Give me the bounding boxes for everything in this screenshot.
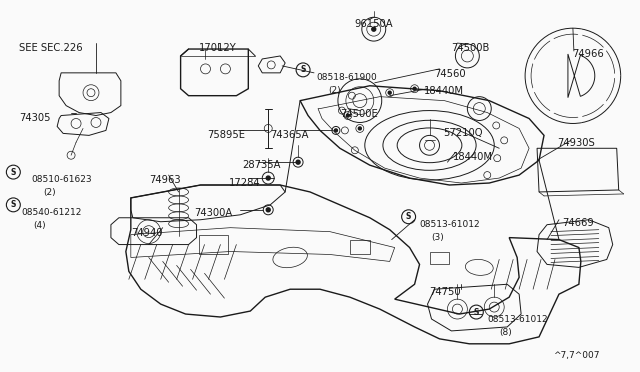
Text: SEE SEC.226: SEE SEC.226: [19, 43, 83, 53]
Text: S: S: [300, 65, 306, 74]
Wedge shape: [528, 87, 536, 92]
Text: 74963: 74963: [148, 175, 180, 185]
Text: ^7,7^007: ^7,7^007: [553, 351, 600, 360]
Text: 96150A: 96150A: [355, 19, 394, 29]
Text: 57210Q: 57210Q: [444, 128, 483, 138]
Text: 08510-61623: 08510-61623: [31, 175, 92, 184]
Text: 74930S: 74930S: [557, 138, 595, 148]
Wedge shape: [528, 60, 536, 65]
Text: 08518-61900: 08518-61900: [316, 73, 377, 82]
Circle shape: [388, 91, 391, 94]
Text: 08513-61012: 08513-61012: [487, 315, 548, 324]
Text: 74365A: 74365A: [270, 131, 308, 140]
Text: S: S: [406, 212, 412, 221]
Text: 74500E: 74500E: [340, 109, 378, 119]
Text: 74750: 74750: [429, 287, 461, 297]
Circle shape: [372, 27, 376, 31]
Text: 17012Y: 17012Y: [198, 43, 236, 53]
Text: 74560: 74560: [435, 69, 466, 79]
Text: (2): (2): [328, 86, 340, 95]
Text: (4): (4): [33, 221, 46, 230]
Text: 74305: 74305: [19, 113, 51, 122]
Text: 74940: 74940: [131, 228, 163, 238]
Text: 74500B: 74500B: [451, 43, 490, 53]
Text: (8): (8): [499, 328, 512, 337]
Text: S: S: [11, 201, 16, 209]
Text: S: S: [11, 168, 16, 177]
Wedge shape: [602, 45, 609, 52]
Text: (2): (2): [44, 188, 56, 197]
Text: 17284: 17284: [228, 178, 260, 188]
Text: 74669: 74669: [562, 218, 594, 228]
Text: 74300A: 74300A: [195, 208, 233, 218]
Circle shape: [335, 129, 337, 132]
Text: 74966: 74966: [572, 49, 604, 59]
Text: (3): (3): [431, 232, 444, 242]
Circle shape: [413, 87, 416, 90]
Wedge shape: [602, 100, 609, 106]
Circle shape: [296, 160, 300, 164]
Text: 75895E: 75895E: [207, 131, 246, 140]
Text: 18440M: 18440M: [452, 152, 492, 162]
Wedge shape: [612, 73, 621, 78]
Circle shape: [266, 208, 270, 212]
Circle shape: [346, 114, 349, 117]
Circle shape: [266, 176, 270, 180]
Text: 08513-61012: 08513-61012: [420, 220, 480, 229]
Text: S: S: [474, 308, 479, 317]
Wedge shape: [549, 35, 555, 42]
Text: 18440M: 18440M: [424, 86, 463, 96]
Circle shape: [358, 127, 362, 130]
Text: 08540-61212: 08540-61212: [21, 208, 82, 217]
Wedge shape: [577, 29, 582, 37]
Text: 28735A: 28735A: [243, 160, 281, 170]
Wedge shape: [549, 109, 555, 117]
Wedge shape: [577, 115, 582, 123]
